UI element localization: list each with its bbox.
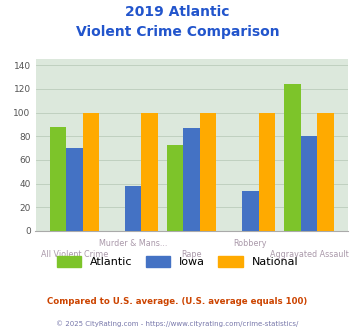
Bar: [301, 136, 317, 231]
Text: Compared to U.S. average. (U.S. average equals 100): Compared to U.S. average. (U.S. average …: [47, 297, 308, 306]
Bar: [125, 186, 141, 231]
Bar: [50, 127, 66, 231]
Bar: [66, 148, 83, 231]
Bar: [284, 84, 301, 231]
Bar: [83, 113, 99, 231]
Text: Murder & Mans...: Murder & Mans...: [99, 239, 167, 248]
Text: Robbery: Robbery: [234, 239, 267, 248]
Bar: [141, 113, 158, 231]
Legend: Atlantic, Iowa, National: Atlantic, Iowa, National: [52, 251, 303, 272]
Text: 2019 Atlantic: 2019 Atlantic: [125, 5, 230, 19]
Text: © 2025 CityRating.com - https://www.cityrating.com/crime-statistics/: © 2025 CityRating.com - https://www.city…: [56, 320, 299, 327]
Text: Rape: Rape: [181, 250, 202, 259]
Text: All Violent Crime: All Violent Crime: [41, 250, 108, 259]
Bar: [242, 191, 258, 231]
Bar: [184, 128, 200, 231]
Bar: [167, 145, 184, 231]
Text: Violent Crime Comparison: Violent Crime Comparison: [76, 25, 279, 39]
Bar: [200, 113, 216, 231]
Bar: [258, 113, 275, 231]
Text: Aggravated Assault: Aggravated Assault: [270, 250, 348, 259]
Bar: [317, 113, 334, 231]
